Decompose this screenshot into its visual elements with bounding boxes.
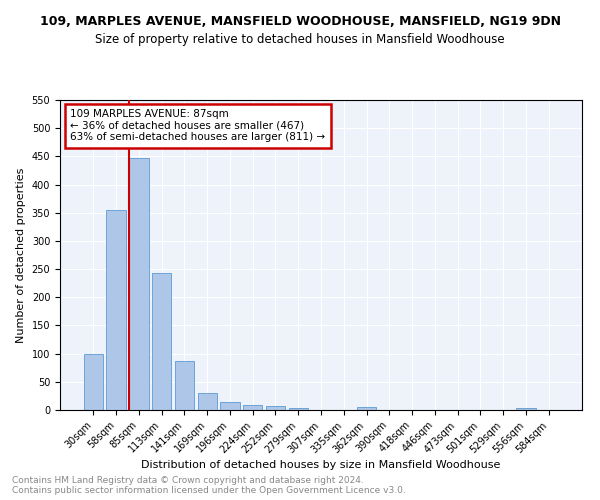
Bar [175,361,194,410]
Bar [106,210,126,410]
Text: 109 MARPLES AVENUE: 87sqm
← 36% of detached houses are smaller (467)
63% of semi: 109 MARPLES AVENUE: 87sqm ← 36% of detac… [70,110,326,142]
Bar [357,406,376,410]
Bar [84,354,103,410]
Text: Size of property relative to detached houses in Mansfield Woodhouse: Size of property relative to detached ho… [95,32,505,46]
Bar [266,406,285,410]
Y-axis label: Number of detached properties: Number of detached properties [16,168,26,342]
Bar [152,273,172,410]
Bar [516,408,536,410]
Bar [197,393,217,410]
Bar [129,158,149,410]
Text: 109, MARPLES AVENUE, MANSFIELD WOODHOUSE, MANSFIELD, NG19 9DN: 109, MARPLES AVENUE, MANSFIELD WOODHOUSE… [40,15,560,28]
X-axis label: Distribution of detached houses by size in Mansfield Woodhouse: Distribution of detached houses by size … [142,460,500,470]
Bar [243,405,262,410]
Bar [289,408,308,410]
Bar [220,402,239,410]
Text: Contains HM Land Registry data © Crown copyright and database right 2024.
Contai: Contains HM Land Registry data © Crown c… [12,476,406,495]
